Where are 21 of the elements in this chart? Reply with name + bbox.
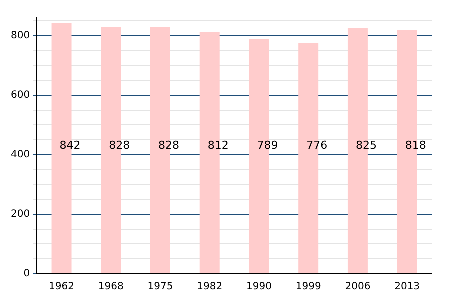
x-tick-label: 2013 [394,282,420,293]
x-tick-label: 1999 [296,282,322,293]
y-tick-label: 600 [10,90,30,101]
data-label: 828 [109,138,130,152]
x-tick-label: 2006 [345,282,371,293]
x-tick-label: 1990 [246,282,272,293]
x-tick-label: 1982 [197,282,223,293]
x-tick-label: 1962 [49,282,74,293]
data-label: 825 [356,138,377,152]
data-label: 776 [306,138,328,152]
y-tick-label: 0 [24,268,30,280]
data-label: 812 [208,138,229,152]
data-label: 818 [405,138,426,152]
y-tick-label: 800 [10,30,30,42]
y-tick-label: 200 [10,209,30,220]
data-label: 828 [158,138,180,152]
x-tick-label: 1975 [148,282,174,293]
data-label: 789 [257,138,278,152]
x-tick-label: 1968 [98,282,124,293]
y-tick-label: 400 [10,150,30,161]
data-label: 842 [60,138,81,152]
